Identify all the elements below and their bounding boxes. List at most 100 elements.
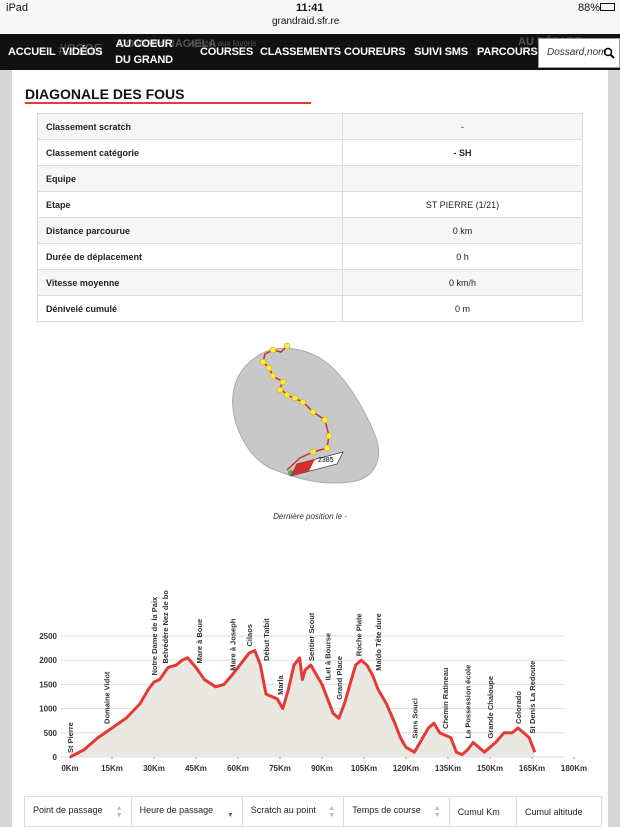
elevation-area xyxy=(70,650,535,757)
favorite[interactable]: Ajouter aux favoris xyxy=(190,39,257,48)
waypoint-label: Grand Place xyxy=(335,656,344,700)
table-row: Distance parcourue 0 km xyxy=(37,217,583,244)
row-label: Etape xyxy=(37,191,343,218)
waypoint-label: Colorado xyxy=(514,691,523,724)
table-row: Classement catégorie - SH xyxy=(37,139,583,166)
row-value: - SH xyxy=(342,139,583,166)
header-text: Point de passage xyxy=(33,804,103,815)
nav-item[interactable]: PARCOURS xyxy=(477,46,538,58)
column-header[interactable]: Cumul altitude xyxy=(515,796,603,827)
x-tick-label: 165Km xyxy=(519,764,545,773)
sort-arrows: ▲ ▼ xyxy=(328,804,336,819)
elevation-line xyxy=(69,649,537,759)
column-header[interactable]: Point de passage ▲ ▼ xyxy=(24,796,132,827)
row-value xyxy=(342,165,583,192)
row-value: 0 m xyxy=(342,295,583,322)
waypoint-label: ILet à Bourse xyxy=(324,633,333,681)
x-tick-label: 120Km xyxy=(393,764,419,773)
table-row: Classement scratch - xyxy=(37,113,583,140)
row-value: 0 km xyxy=(342,217,583,244)
table-row: Dénivelé cumulé 0 m xyxy=(37,295,583,322)
header-text: Cumul altitude xyxy=(524,806,583,817)
row-label: Classement catégorie xyxy=(37,139,343,166)
y-tick-label: 0 xyxy=(53,753,58,762)
waypoint-label: Mare à Joseph xyxy=(228,618,237,671)
battery: 88% xyxy=(578,2,601,14)
column-header[interactable]: Cumul Km xyxy=(448,796,517,827)
waypoint-label: St Pierre xyxy=(66,722,75,753)
device: iPad xyxy=(6,2,29,14)
time: 11:41 xyxy=(296,2,324,14)
row-label: Vitesse moyenne xyxy=(37,269,343,296)
row-value: 0 h xyxy=(342,243,583,270)
battery-icon xyxy=(600,3,615,11)
search-box[interactable]: Dossard,nom xyxy=(538,38,620,68)
x-tick-label: 90Km xyxy=(311,764,333,773)
waypoint-label: La Possession école xyxy=(464,665,473,739)
nav-item[interactable]: SUIVI SMS xyxy=(414,46,468,58)
route-map: 2385 xyxy=(232,342,380,484)
waypoint-label: Roche Plate xyxy=(354,613,363,656)
table-row: Vitesse moyenne 0 km/h xyxy=(37,269,583,296)
x-tick-label: 75Km xyxy=(269,764,291,773)
column-header[interactable]: Scratch au point ▲ ▼ xyxy=(241,796,345,827)
row-value: - xyxy=(342,113,583,140)
x-tick-label: 45Km xyxy=(185,764,207,773)
nav-item[interactable]: VIDÉOS xyxy=(62,46,103,58)
elevation-chart: 0 500 1000 1500 2000 2500 0Km 15Km 30Km 45Km 60Km 7… xyxy=(39,590,587,773)
nav-item[interactable]: COUREURS xyxy=(344,46,406,58)
search-placeholder: Dossard,nom xyxy=(547,47,607,58)
y-tick-label: 500 xyxy=(44,729,58,738)
column-header[interactable]: Temps de course ▲ ▼ xyxy=(343,796,450,827)
nav-item[interactable]: ACCUEIL xyxy=(8,46,56,58)
nav-item[interactable]: COURSES xyxy=(200,46,253,58)
map-caption: Dernière position le - xyxy=(273,512,347,521)
table-row: Durée de déplacement 0 h xyxy=(37,243,583,270)
waypoint-label: Cilaos xyxy=(245,624,254,647)
waypoint-label: Domaine Vidot xyxy=(102,671,111,724)
marker-label: 2385 xyxy=(318,457,334,464)
title-underline xyxy=(25,102,311,104)
x-tick-label: 15Km xyxy=(101,764,123,773)
url[interactable]: grandraid.sfr.re xyxy=(272,16,340,27)
sort-arrows: ▲ ▼ xyxy=(433,804,441,819)
waypoint-label: St Denis La Redoute xyxy=(528,661,537,734)
section-title: DIAGONALE DES FOUS xyxy=(25,86,185,102)
y-tick-label: 2000 xyxy=(39,656,57,665)
waypoint-label: Mare à Boue xyxy=(195,619,204,664)
nav-item[interactable]: CLASSEMENTS xyxy=(260,46,341,58)
nav-bar: #2385 DOMINIK JAGIELA Ajouter aux favori… xyxy=(0,34,620,82)
waypoint-label: Chemin Ratineau xyxy=(441,667,450,729)
row-label: Durée de déplacement xyxy=(37,243,343,270)
header-text: Heure de passage xyxy=(139,804,214,815)
x-tick-label: 60Km xyxy=(227,764,249,773)
y-tick-label: 1000 xyxy=(39,705,57,714)
sort-arrows: ▲ ▼ xyxy=(115,804,123,819)
waypoint-label: Maïdo Tête dure xyxy=(374,613,383,671)
status-bar: iPad 11:41 88% grandraid.sfr.re xyxy=(0,0,620,34)
row-value: ST PIERRE (1/21) xyxy=(342,191,583,218)
row-label: Classement scratch xyxy=(37,113,343,140)
x-tick-label: 0Km xyxy=(61,764,78,773)
waypoint-label: Sans Souci xyxy=(410,698,419,738)
waypoint-label: Début Taïbit xyxy=(262,618,271,661)
waypoint-label: Grande Chaloupe xyxy=(486,676,495,739)
x-tick-label: 105Km xyxy=(351,764,377,773)
x-tick-label: 135Km xyxy=(435,764,461,773)
x-tick-label: 180Km xyxy=(561,764,587,773)
row-value: 0 km/h xyxy=(342,269,583,296)
sort-arrows: ▼ xyxy=(226,811,234,819)
row-label: Dénivelé cumulé xyxy=(37,295,343,322)
column-header[interactable]: Heure de passage ▼ xyxy=(130,796,243,827)
waypoint-label: Notre Dame de la Paix xyxy=(150,596,159,676)
header-text: Temps de course xyxy=(352,804,421,815)
table-row: Etape ST PIERRE (1/21) xyxy=(37,191,583,218)
table-row: Equipe xyxy=(37,165,583,192)
runner-name: DOMINIK JAGIELA xyxy=(118,38,217,50)
passage-table: Point de passage ▲ ▼ Heure de passage ▼ Scrat… xyxy=(24,796,603,827)
info-table: Classement scratch - Classement catégorie -… xyxy=(37,113,583,322)
header-text: Cumul Km xyxy=(457,806,500,817)
bib: #2385 xyxy=(58,42,103,59)
waypoint-label: Marla xyxy=(276,674,285,694)
